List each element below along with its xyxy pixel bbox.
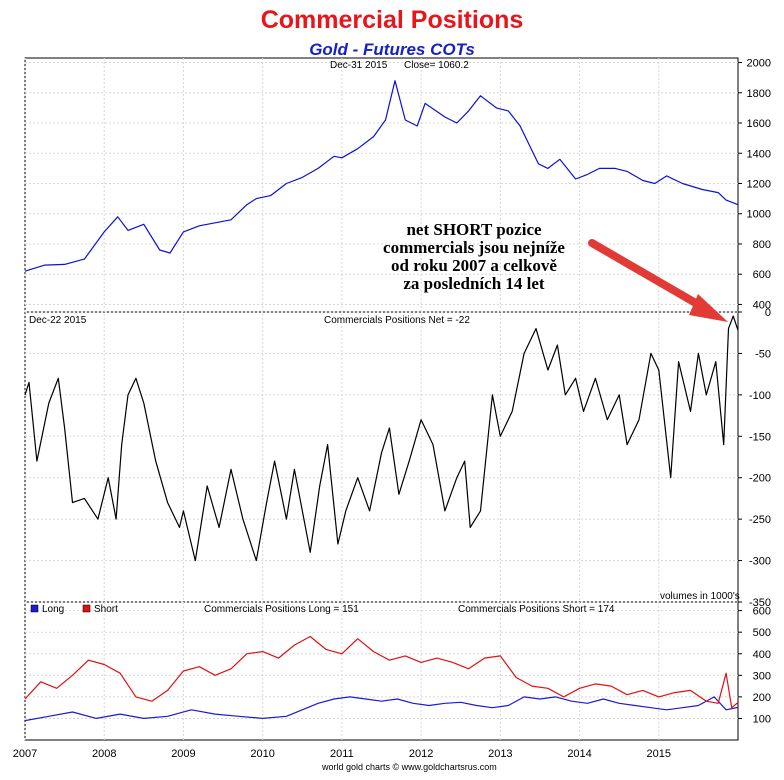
x-tick-label: 2015 <box>647 748 671 760</box>
annotation-line-1: net SHORT pozice <box>406 220 542 239</box>
y-tick-label: -350 <box>749 597 771 609</box>
annotation-line-4: za posledních 14 let <box>403 274 545 293</box>
x-tick-label: 2012 <box>409 748 433 760</box>
x-tick-label: 2014 <box>567 748 591 760</box>
x-tick-label: 2008 <box>92 748 116 760</box>
grid-lines <box>24 58 738 740</box>
net-value-label: Commercials Positions Net = -22 <box>324 315 470 326</box>
y-tick-label: 100 <box>753 713 771 725</box>
y-tick-label: 2000 <box>747 58 771 70</box>
footer-credit: world gold charts © www.goldchartsrus.co… <box>321 762 497 772</box>
x-tick-label: 2009 <box>171 748 195 760</box>
y-tick-label: -100 <box>749 390 771 402</box>
long-series-line <box>24 696 739 722</box>
red-arrow-icon <box>588 239 728 322</box>
series-lines <box>24 80 739 722</box>
legend-long-label: Long <box>42 604 64 615</box>
annotation-line-3: od roku 2007 a celkově <box>391 256 557 275</box>
short-series-line <box>24 635 739 709</box>
long-short-panel <box>24 601 739 741</box>
y-tick-label: -150 <box>749 431 771 443</box>
chart-title: Commercial Positions <box>260 6 524 34</box>
y-tick-label: 800 <box>753 239 771 251</box>
volumes-note: volumes in 1000's <box>660 591 740 602</box>
net-series-line <box>24 315 739 562</box>
legend-short-swatch <box>82 604 91 613</box>
annotation-line-2: commercials jsou nejníže <box>383 238 565 257</box>
y-tick-label: 300 <box>753 670 771 682</box>
x-tick-label: 2007 <box>13 748 37 760</box>
price-date-label: Dec-31 2015 <box>330 60 388 71</box>
y-tick-label: -200 <box>749 473 771 485</box>
net-date-label: Dec-22 2015 <box>29 315 87 326</box>
annotation-text: net SHORT pozice commercials jsou nejníž… <box>383 220 565 293</box>
x-tick-label: 2010 <box>250 748 274 760</box>
price-series-line <box>24 80 739 272</box>
x-tick-label: 2013 <box>488 748 512 760</box>
chart-subtitle: Gold - Futures COTs <box>309 40 475 59</box>
y-tick-label: -250 <box>749 514 771 526</box>
x-tick-label: 2011 <box>330 748 354 760</box>
y-tick-label: 600 <box>753 269 771 281</box>
net-panel <box>24 311 739 603</box>
y-tick-label: 1200 <box>747 178 771 190</box>
legend-short-label: Short <box>94 604 118 615</box>
y-tick-label: 400 <box>753 649 771 661</box>
y-tick-label: 0 <box>765 307 771 319</box>
y-tick-label: -50 <box>755 348 771 360</box>
y-tick-label: 1000 <box>747 209 771 221</box>
long-value-label: Commercials Positions Long = 151 <box>204 604 359 615</box>
y-tick-label: 1400 <box>747 148 771 160</box>
y-tick-label: 1800 <box>747 88 771 100</box>
y-tick-label: 200 <box>753 692 771 704</box>
y-tick-label: 1600 <box>747 118 771 130</box>
y-tick-label: 500 <box>753 627 771 639</box>
legend-long-swatch <box>30 604 39 613</box>
y-tick-label: 400 <box>753 299 771 311</box>
price-close-label: Close= 1060.2 <box>404 60 469 71</box>
axis-ticks: 2007 2008 2009 2010 2011 2012 2013 2014 2015 400 6… <box>13 58 771 760</box>
short-value-label: Commercials Positions Short = 174 <box>458 604 615 615</box>
y-tick-label: 600 <box>753 606 771 618</box>
y-tick-label: -300 <box>749 556 771 568</box>
